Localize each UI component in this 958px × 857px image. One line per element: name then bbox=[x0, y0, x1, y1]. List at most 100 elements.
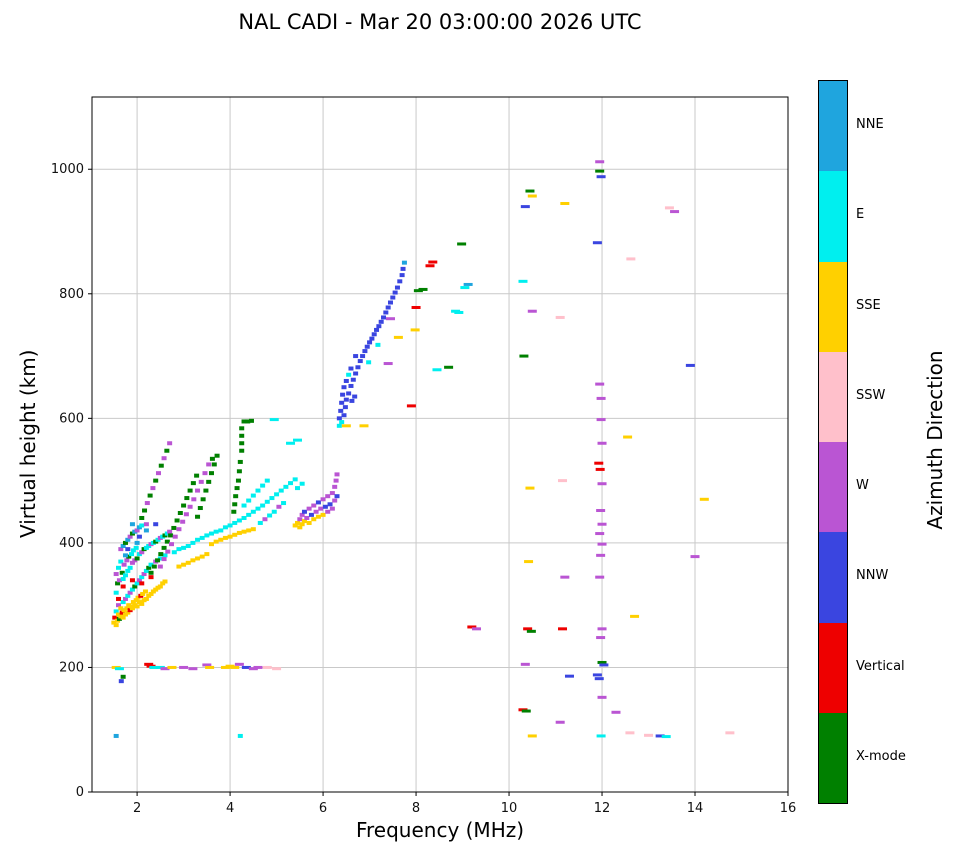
colorbar-label-w: W bbox=[856, 478, 869, 494]
data-point-nnw bbox=[655, 734, 665, 738]
data-point-e bbox=[288, 481, 294, 486]
data-point-w bbox=[161, 456, 167, 461]
data-point-sse bbox=[222, 535, 228, 540]
data-point-e bbox=[139, 523, 145, 528]
data-point-w bbox=[198, 479, 204, 484]
data-point-sse bbox=[315, 514, 321, 519]
data-point-nnw bbox=[346, 391, 352, 396]
data-point-x-mode bbox=[237, 459, 243, 464]
data-point-w bbox=[157, 564, 163, 569]
colorbar-segment-sse bbox=[819, 261, 847, 352]
y-tick-label: 400 bbox=[59, 536, 84, 551]
data-point-x-mode bbox=[153, 478, 159, 483]
data-point-w bbox=[180, 519, 186, 524]
data-point-nnw bbox=[125, 547, 131, 552]
colorbar-segment-w bbox=[819, 442, 847, 533]
data-point-nnw bbox=[342, 405, 348, 410]
data-point-sse bbox=[120, 615, 126, 620]
data-point-sse bbox=[306, 520, 312, 525]
data-point-sse bbox=[297, 525, 303, 530]
data-point-w bbox=[304, 515, 310, 520]
data-point-w bbox=[597, 522, 607, 526]
data-point-w bbox=[597, 627, 607, 631]
data-point-sse bbox=[140, 591, 146, 596]
data-point-e bbox=[250, 493, 256, 498]
data-point-nnw bbox=[362, 349, 368, 354]
data-point-x-mode bbox=[241, 419, 247, 424]
data-point-w bbox=[202, 471, 208, 476]
data-point-w bbox=[597, 482, 607, 486]
data-point-w bbox=[141, 572, 147, 577]
data-point-w bbox=[383, 362, 393, 366]
data-point-sse bbox=[236, 530, 242, 535]
data-point-sse bbox=[230, 665, 240, 669]
chart-title: NAL CADI - Mar 20 03:00:00 2026 UTC bbox=[238, 10, 642, 34]
data-point-x-mode bbox=[206, 479, 212, 484]
data-point-e bbox=[129, 587, 135, 592]
y-tick-label: 600 bbox=[59, 411, 84, 426]
data-point-ssw bbox=[555, 315, 565, 319]
data-point-nne bbox=[122, 553, 128, 558]
data-point-w bbox=[325, 509, 331, 514]
data-point-x-mode bbox=[158, 552, 164, 557]
data-point-w bbox=[116, 603, 122, 608]
data-point-x-mode bbox=[194, 473, 200, 478]
data-point-e bbox=[113, 590, 119, 595]
x-tick-label: 4 bbox=[226, 801, 234, 816]
data-point-e bbox=[125, 568, 131, 573]
data-point-nnw bbox=[334, 494, 340, 499]
data-point-x-mode bbox=[116, 616, 122, 621]
data-point-e bbox=[120, 577, 126, 582]
data-point-x-mode bbox=[209, 456, 215, 461]
data-point-sse bbox=[111, 620, 117, 625]
data-point-sse bbox=[176, 564, 182, 569]
data-point-x-mode bbox=[203, 488, 209, 493]
data-point-sse bbox=[699, 497, 709, 501]
data-point-nne bbox=[129, 522, 135, 527]
data-point-nnw bbox=[378, 319, 384, 324]
data-point-e bbox=[181, 545, 187, 550]
data-point-w bbox=[596, 509, 606, 513]
data-point-nnw bbox=[360, 354, 366, 359]
data-point-ssw bbox=[626, 257, 636, 261]
data-point-w bbox=[520, 662, 530, 666]
data-point-vertical bbox=[595, 467, 605, 471]
x-tick-label: 6 bbox=[319, 801, 327, 816]
data-point-w bbox=[595, 382, 605, 386]
data-point-e bbox=[281, 501, 287, 506]
data-point-sse bbox=[232, 532, 238, 537]
data-point-nnw bbox=[353, 354, 359, 359]
data-point-e bbox=[432, 368, 442, 372]
data-point-nne bbox=[113, 733, 119, 738]
data-point-w bbox=[297, 517, 303, 522]
data-point-sse bbox=[525, 486, 535, 490]
data-point-vertical bbox=[428, 260, 438, 264]
data-point-w bbox=[332, 498, 338, 503]
data-point-vertical bbox=[425, 264, 435, 268]
data-point-nnw bbox=[357, 359, 363, 364]
data-point-w bbox=[299, 512, 305, 517]
data-point-nnw bbox=[118, 679, 124, 684]
data-point-w bbox=[124, 558, 130, 563]
data-point-e bbox=[149, 665, 159, 669]
data-point-ssw bbox=[664, 206, 674, 210]
data-point-nnw bbox=[383, 310, 389, 315]
data-point-nnw bbox=[385, 305, 391, 310]
data-point-e bbox=[250, 509, 256, 514]
x-tick-label: 14 bbox=[687, 801, 704, 816]
data-point-w bbox=[134, 528, 140, 533]
colorbar-label-e: E bbox=[856, 207, 865, 223]
data-point-sse bbox=[199, 554, 205, 559]
colorbar bbox=[818, 80, 848, 804]
data-point-nnw bbox=[355, 365, 361, 370]
data-point-nnw bbox=[364, 344, 370, 349]
data-point-sse bbox=[195, 556, 201, 561]
data-point-nnw bbox=[315, 500, 321, 505]
data-point-x-mode bbox=[200, 497, 206, 502]
data-point-x-mode bbox=[595, 169, 605, 173]
data-point-x-mode bbox=[234, 486, 240, 491]
data-point-sse bbox=[294, 520, 300, 525]
data-point-e bbox=[366, 360, 372, 365]
data-point-w bbox=[690, 555, 700, 559]
data-point-x-mode bbox=[142, 508, 148, 513]
